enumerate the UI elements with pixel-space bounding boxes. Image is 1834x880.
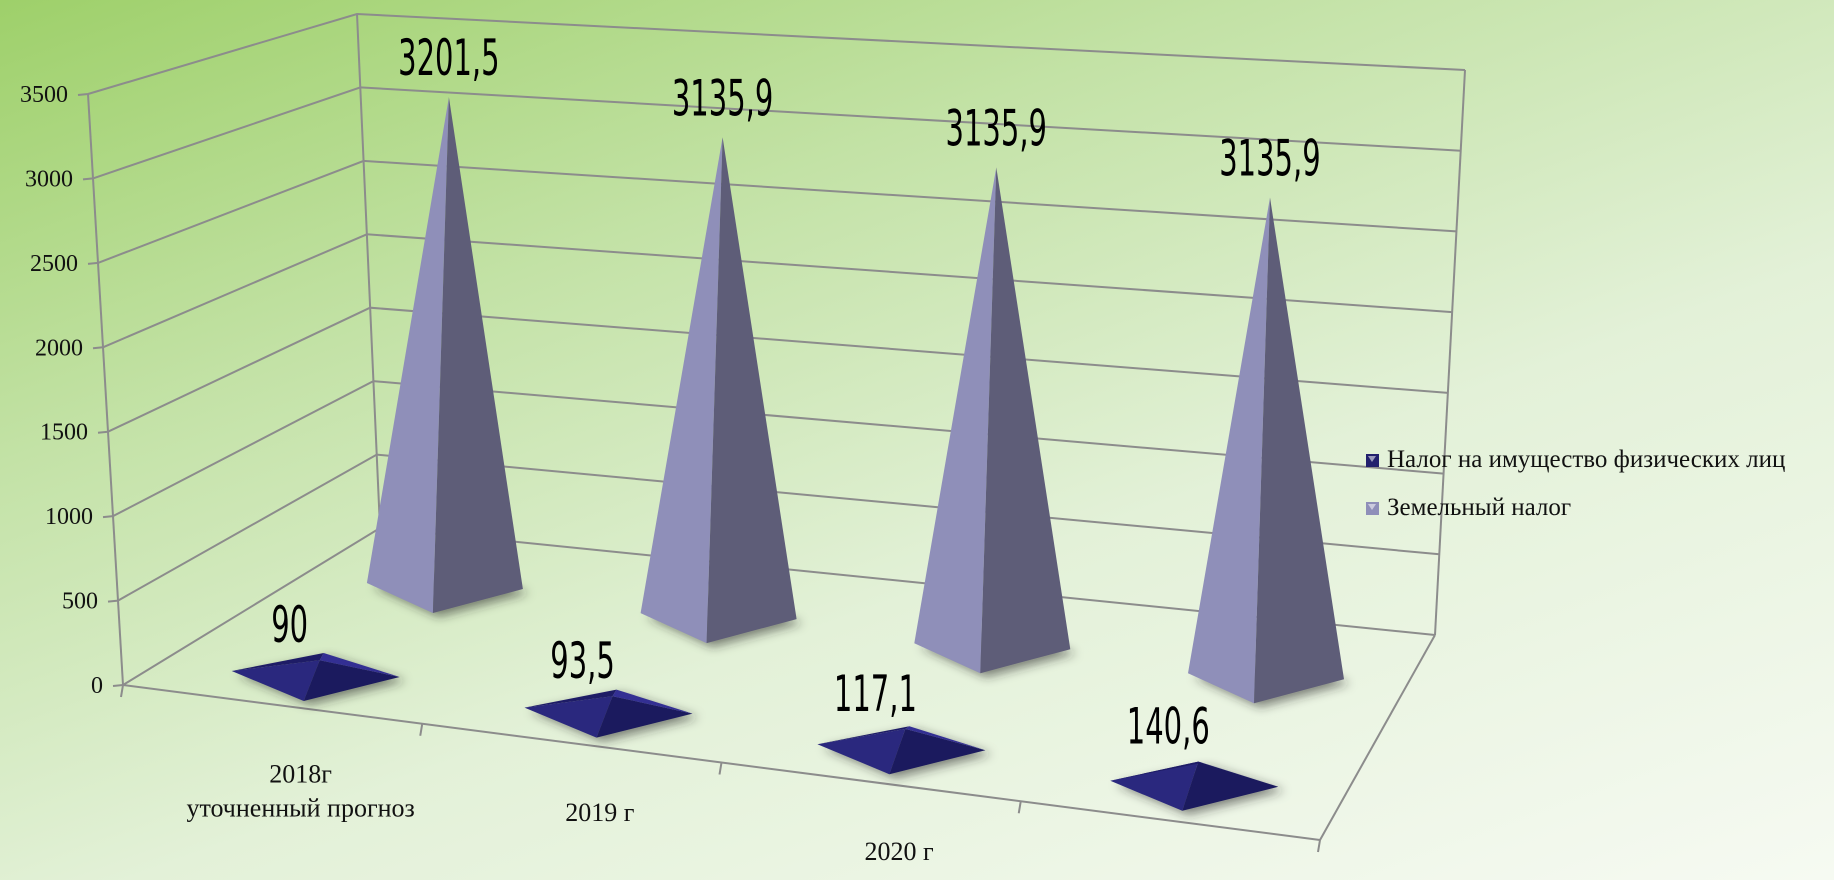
pyramid-property-tax [524, 689, 699, 742]
y-tick-label: 0 [91, 673, 103, 699]
pyramid-face-back [524, 689, 617, 708]
pyramid-face-left [524, 696, 613, 738]
data-label-land-tax: 3135,9 [672, 69, 773, 128]
legend-item-property-tax: Налог на имущество физических лиц [1366, 436, 1785, 484]
y-tick-label: 3000 [25, 166, 73, 192]
pyramid-property-tax [817, 726, 992, 779]
pyramid-face-left [640, 137, 723, 644]
data-label-property-tax: 140,6 [1127, 697, 1210, 756]
x-category-label: 2020 г [865, 837, 934, 866]
y-axis-tick-labels: 0 500 1000 1500 2000 2500 3000 3500 [20, 82, 103, 699]
pyramid-face-right [706, 137, 797, 644]
x-category-label: 2019 г [565, 798, 634, 827]
pyramid-face-right [596, 696, 693, 738]
pyramid-land-tax [914, 167, 1077, 678]
legend-swatch-land-tax [1366, 501, 1379, 515]
y-tick-mark [77, 93, 89, 96]
pyramid-land-tax [1188, 197, 1350, 708]
chart-legend: Налог на имущество физических лиц Земель… [1366, 436, 1785, 532]
y-tick-mark [97, 430, 109, 434]
legend-swatch-property-tax [1366, 453, 1379, 467]
pyramid-face-left [231, 660, 320, 701]
data-labels: 3201,5 3135,9 3135,9 3135,9 90 93,5 117,1 140,6 [271, 29, 1320, 756]
x-category-label-line: 2020 г [865, 837, 934, 866]
y-tick-mark [107, 599, 119, 603]
pyramid-face-right [980, 167, 1071, 674]
y-tick-mark [92, 346, 104, 350]
pyramid-face-back [231, 653, 324, 671]
y-tick-label: 1500 [40, 420, 88, 446]
pyramid-face-right [303, 660, 400, 701]
y-tick-mark [112, 684, 124, 687]
chart-marks [231, 97, 1350, 815]
gridline [87, 12, 1466, 95]
y-tick-label: 3500 [20, 82, 68, 108]
x-category-label-line: 2019 г [565, 798, 634, 827]
legend-label-land-tax: Земельный налог [1387, 494, 1572, 521]
pyramid-face-left [1110, 761, 1199, 811]
legend-item-land-tax: Земельный налог [1366, 484, 1785, 532]
x-tick-mark [1317, 839, 1321, 853]
data-label-property-tax: 93,5 [550, 632, 615, 691]
x-category-label-line: уточненный прогноз [186, 793, 414, 822]
y-tick-mark [82, 177, 94, 181]
pyramid-face-left [914, 167, 997, 674]
x-tick-mark [419, 723, 424, 736]
back-left-vertical [356, 13, 381, 529]
x-category-label-line: 2021 г [1164, 876, 1233, 880]
x-tick-mark [1017, 801, 1022, 814]
pyramid-face-back [1110, 761, 1203, 781]
pyramid-face-back-right [1198, 761, 1279, 787]
x-tick-mark [120, 684, 124, 698]
pyramid-land-tax [640, 137, 803, 648]
legend-label-property-tax: Налог на имущество физических лиц [1387, 446, 1786, 473]
y-tick-label: 2500 [30, 251, 78, 277]
pyramid-face-right [1254, 197, 1344, 704]
y-tick-mark [87, 261, 99, 265]
pyramid-property-tax [1110, 761, 1285, 815]
y-tick-label: 1000 [45, 504, 93, 530]
x-category-label: 2018г уточненный прогноз [186, 759, 414, 822]
data-label-land-tax: 3201,5 [398, 29, 499, 88]
data-label-property-tax: 117,1 [834, 664, 917, 723]
pyramid-face-back-right [905, 726, 986, 751]
pyramid-face-left [817, 728, 906, 775]
pyramid-face-right [1182, 761, 1279, 811]
x-category-label: 2021 г [1164, 876, 1233, 880]
data-label-land-tax: 3135,9 [1219, 129, 1320, 188]
x-axis-category-labels: 2018г уточненный прогноз 2019 г 2020 г 2021 … [186, 759, 1233, 880]
pyramid-face-right [432, 97, 523, 614]
x-tick-mark [718, 762, 723, 775]
pyramid-face-back-right [319, 653, 400, 677]
pyramid-face-left [1188, 197, 1270, 704]
pyramid-face-left [366, 97, 449, 614]
pyramid-face-back-right [612, 689, 693, 714]
y-tick-label: 2000 [35, 335, 83, 361]
back-right-vertical [1434, 69, 1466, 636]
floor-right-edge [1319, 634, 1436, 841]
pyramid-property-tax [231, 653, 406, 705]
y-tick-label: 500 [62, 589, 98, 615]
y-tick-mark [102, 515, 114, 519]
chart-axes [77, 13, 1466, 853]
pyramid-face-back [817, 726, 910, 745]
y-axis-line [87, 93, 124, 686]
pyramid-land-tax [366, 97, 529, 617]
data-label-land-tax: 3135,9 [946, 99, 1047, 158]
data-label-property-tax: 90 [271, 596, 308, 655]
pyramid-face-right [889, 728, 986, 775]
x-category-label-line: 2018г [269, 759, 332, 788]
